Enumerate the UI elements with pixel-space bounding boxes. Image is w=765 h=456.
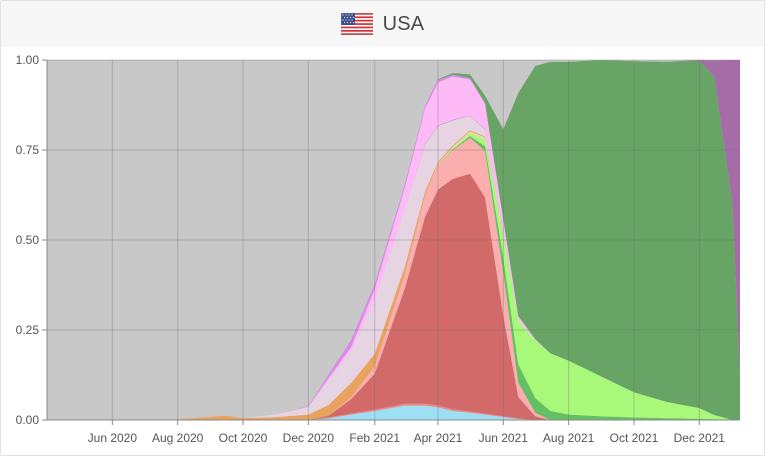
y-tick-label: 1.00	[16, 53, 40, 67]
area-series-alpha	[47, 173, 740, 420]
area-series-light-red-lineage	[47, 403, 740, 420]
x-tick-label: Oct 2021	[610, 431, 659, 445]
y-tick-label: 0.00	[16, 413, 40, 427]
y-tick-label: 0.75	[16, 143, 40, 157]
area-series-other	[47, 60, 740, 420]
chart-header: USA	[1, 1, 764, 47]
variant-share-area-chart: 0.00 0.25 0.50 0.75 1.00 Jun 2020 Aug 2020 Oct …	[16, 53, 740, 445]
y-tick-label: 0.50	[16, 233, 40, 247]
x-tick-label: Aug 2021	[543, 431, 595, 445]
country-title: USA	[382, 12, 425, 35]
x-tick-label: Dec 2020	[283, 431, 335, 445]
x-tick-label: Jun 2021	[479, 431, 529, 445]
area-series-light-blue-lineage	[47, 405, 740, 420]
y-tick-label: 0.25	[16, 323, 40, 337]
usa-flag-icon	[340, 13, 373, 35]
x-tick-label: Dec 2021	[674, 431, 726, 445]
area-series-delta	[47, 60, 740, 420]
x-tick-label: Oct 2020	[219, 431, 268, 445]
x-tick-label: Apr 2021	[414, 431, 463, 445]
x-tick-label: Jun 2020	[88, 431, 138, 445]
area-series-epsilon	[47, 115, 740, 421]
x-tick-label: Aug 2020	[152, 431, 204, 445]
x-tick-label: Feb 2021	[349, 431, 400, 445]
